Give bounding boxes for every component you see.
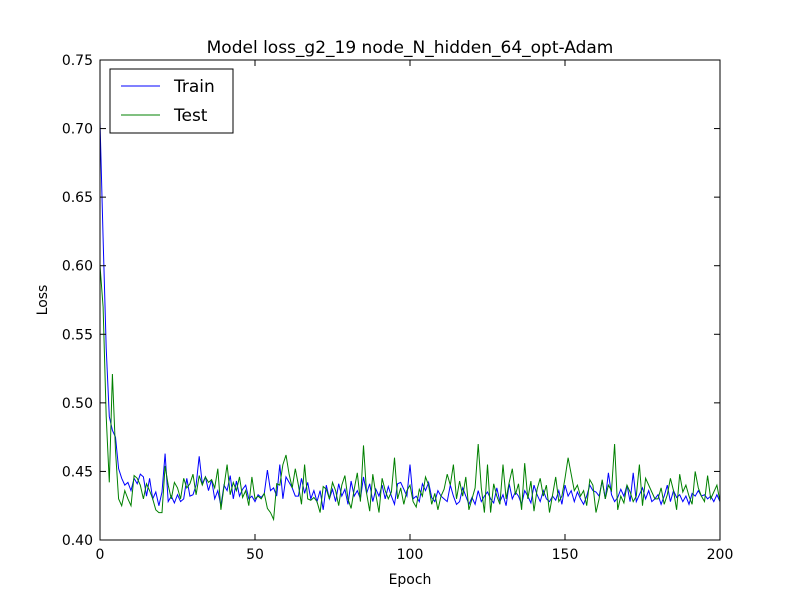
y-tick-label: 0.40	[62, 533, 93, 549]
x-axis-label: Epoch	[389, 572, 432, 588]
legend-label-train: Train	[173, 77, 215, 97]
y-tick-label: 0.50	[62, 396, 93, 412]
chart-title: Model loss_g2_19 node_N_hidden_64_opt-Ad…	[207, 38, 614, 58]
legend: Train Test	[109, 68, 234, 134]
y-tick-label: 0.45	[62, 464, 93, 480]
series-line-test	[100, 265, 720, 522]
y-tick-label: 0.70	[62, 122, 93, 138]
y-axis-label: Loss	[35, 285, 51, 316]
legend-label-test: Test	[173, 106, 208, 126]
y-tick-label: 0.65	[62, 190, 93, 206]
y-tick-label: 0.75	[62, 53, 93, 69]
x-tick-label: 0	[96, 547, 105, 563]
y-tick-label: 0.60	[62, 259, 93, 275]
legend-box	[109, 68, 234, 134]
y-tick-label: 0.55	[62, 327, 93, 343]
x-tick-label: 100	[397, 547, 424, 563]
x-tick-label: 50	[246, 547, 264, 563]
x-tick-label: 150	[552, 547, 579, 563]
x-tick-label: 200	[707, 547, 734, 563]
